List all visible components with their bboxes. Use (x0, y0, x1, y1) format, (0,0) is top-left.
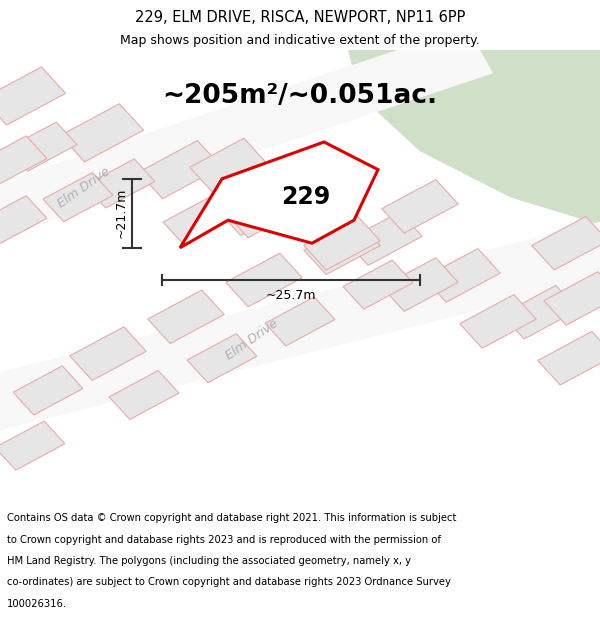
Polygon shape (346, 212, 422, 266)
Polygon shape (180, 142, 378, 248)
Polygon shape (70, 327, 146, 381)
Polygon shape (538, 331, 600, 385)
Text: Contains OS data © Crown copyright and database right 2021. This information is : Contains OS data © Crown copyright and d… (7, 514, 457, 524)
Polygon shape (0, 421, 65, 470)
Text: 229, ELM DRIVE, RISCA, NEWPORT, NP11 6PP: 229, ELM DRIVE, RISCA, NEWPORT, NP11 6PP (135, 10, 465, 25)
Polygon shape (148, 290, 224, 344)
Text: Elm Drive: Elm Drive (223, 317, 281, 362)
Polygon shape (460, 294, 536, 348)
Polygon shape (544, 272, 600, 325)
Polygon shape (139, 141, 221, 199)
Polygon shape (85, 159, 155, 208)
Polygon shape (382, 258, 458, 311)
Text: ~205m²/~0.051ac.: ~205m²/~0.051ac. (163, 83, 437, 109)
Polygon shape (226, 184, 302, 238)
Polygon shape (163, 196, 233, 245)
Polygon shape (187, 334, 257, 382)
Polygon shape (348, 50, 600, 225)
Polygon shape (268, 175, 344, 229)
Polygon shape (217, 177, 299, 236)
Text: HM Land Registry. The polygons (including the associated geometry, namely x, y: HM Land Registry. The polygons (includin… (7, 556, 411, 566)
Text: Elm Drive: Elm Drive (55, 165, 113, 211)
Polygon shape (109, 371, 179, 419)
Polygon shape (343, 260, 413, 309)
Polygon shape (61, 104, 143, 162)
Polygon shape (0, 27, 493, 243)
Text: co-ordinates) are subject to Crown copyright and database rights 2023 Ordnance S: co-ordinates) are subject to Crown copyr… (7, 578, 451, 587)
Polygon shape (304, 221, 380, 274)
Polygon shape (7, 122, 77, 171)
Polygon shape (43, 173, 113, 222)
Polygon shape (0, 67, 65, 125)
Polygon shape (190, 138, 266, 192)
Polygon shape (226, 253, 302, 307)
Polygon shape (424, 249, 500, 302)
Text: ~21.7m: ~21.7m (114, 188, 127, 239)
Polygon shape (265, 297, 335, 346)
Text: 100026316.: 100026316. (7, 599, 67, 609)
Polygon shape (13, 366, 83, 415)
Text: ~25.7m: ~25.7m (266, 289, 316, 302)
Polygon shape (0, 136, 47, 185)
Polygon shape (532, 216, 600, 270)
Polygon shape (0, 196, 47, 245)
Text: to Crown copyright and database rights 2023 and is reproduced with the permissio: to Crown copyright and database rights 2… (7, 535, 441, 545)
Text: Map shows position and indicative extent of the property.: Map shows position and indicative extent… (120, 34, 480, 47)
Polygon shape (304, 216, 380, 270)
Polygon shape (502, 286, 578, 339)
Polygon shape (0, 217, 600, 435)
Text: 229: 229 (281, 185, 331, 209)
Polygon shape (382, 179, 458, 233)
